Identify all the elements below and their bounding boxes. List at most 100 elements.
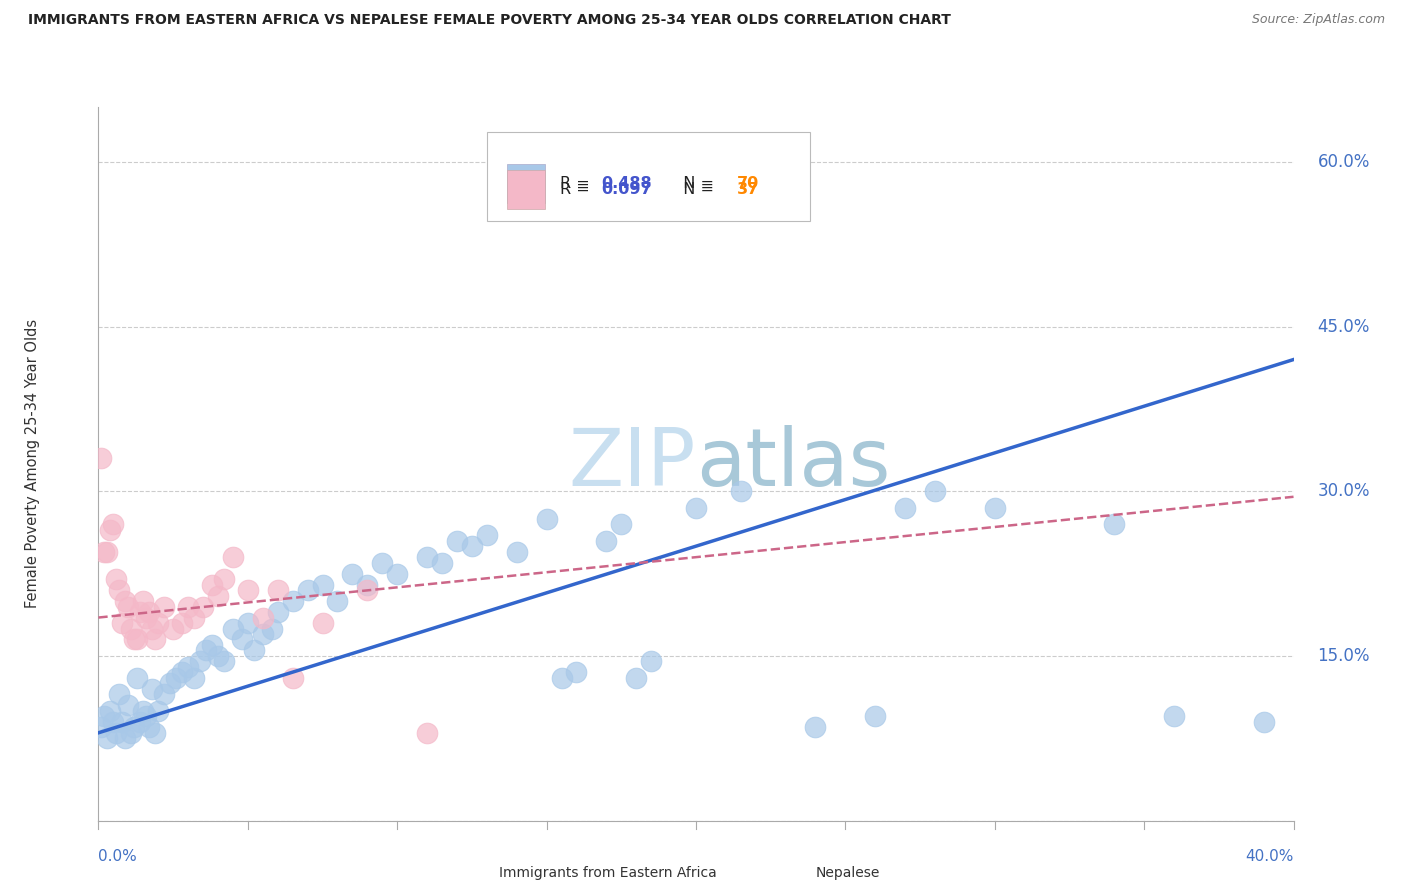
FancyBboxPatch shape <box>508 169 546 209</box>
Point <box>610 517 633 532</box>
Point <box>506 544 529 558</box>
Point <box>138 720 160 734</box>
Point <box>127 671 149 685</box>
Text: 0.097: 0.097 <box>602 182 652 197</box>
Point <box>105 726 128 740</box>
Point <box>159 676 181 690</box>
Point <box>267 605 290 619</box>
Point <box>595 533 617 548</box>
Point <box>98 704 122 718</box>
Text: 0.488: 0.488 <box>602 177 652 191</box>
Point <box>252 610 274 624</box>
Point <box>108 583 131 598</box>
Text: atlas: atlas <box>696 425 890 503</box>
Point <box>430 556 453 570</box>
Point <box>132 704 155 718</box>
FancyBboxPatch shape <box>773 860 807 885</box>
Point <box>117 599 139 614</box>
Text: Nepalese: Nepalese <box>815 866 880 880</box>
Point <box>124 720 146 734</box>
Point <box>138 605 160 619</box>
Point <box>129 714 152 729</box>
Point <box>356 577 378 591</box>
Point <box>416 726 439 740</box>
Text: R =: R = <box>560 182 595 197</box>
Text: N =: N = <box>673 177 720 191</box>
Point <box>356 583 378 598</box>
Point <box>148 615 170 630</box>
Point <box>177 599 200 614</box>
Point <box>865 709 887 723</box>
Point <box>371 556 394 570</box>
Point <box>311 577 333 591</box>
Point <box>201 638 224 652</box>
Point <box>93 544 115 558</box>
Point <box>326 594 349 608</box>
Point <box>212 572 235 586</box>
Point <box>624 671 647 685</box>
Text: 60.0%: 60.0% <box>1317 153 1369 171</box>
Point <box>804 720 827 734</box>
Text: 40.0%: 40.0% <box>1246 849 1294 864</box>
Point <box>297 583 319 598</box>
Text: 37: 37 <box>737 182 759 197</box>
Text: 30.0%: 30.0% <box>1317 483 1369 500</box>
Point <box>120 726 142 740</box>
Point <box>983 500 1005 515</box>
Point <box>236 583 259 598</box>
Point <box>96 544 118 558</box>
Point <box>236 615 259 630</box>
Text: Source: ZipAtlas.com: Source: ZipAtlas.com <box>1251 13 1385 27</box>
Point <box>103 714 125 729</box>
Point <box>281 671 304 685</box>
Text: 15.0%: 15.0% <box>1317 647 1369 665</box>
Point <box>207 648 229 663</box>
Point <box>1253 714 1275 729</box>
Point <box>129 605 152 619</box>
Point <box>153 687 176 701</box>
Point <box>103 517 125 532</box>
Point <box>141 622 163 636</box>
Point <box>183 610 205 624</box>
FancyBboxPatch shape <box>486 132 810 221</box>
Text: 45.0%: 45.0% <box>1317 318 1369 335</box>
Point <box>93 709 115 723</box>
Point <box>1104 517 1126 532</box>
Point <box>183 671 205 685</box>
Text: Female Poverty Among 25-34 Year Olds: Female Poverty Among 25-34 Year Olds <box>25 319 41 608</box>
Text: R =: R = <box>560 177 595 191</box>
Text: Immigrants from Eastern Africa: Immigrants from Eastern Africa <box>499 866 717 880</box>
Point <box>416 550 439 565</box>
Point <box>222 622 245 636</box>
Point <box>281 594 304 608</box>
Point <box>114 594 136 608</box>
Point <box>143 726 166 740</box>
Point <box>385 566 409 581</box>
Point <box>162 622 184 636</box>
Point <box>191 599 214 614</box>
Point <box>141 681 163 696</box>
Point <box>135 610 157 624</box>
FancyBboxPatch shape <box>457 860 491 885</box>
Point <box>153 599 176 614</box>
FancyBboxPatch shape <box>508 164 546 203</box>
Point <box>550 671 572 685</box>
Point <box>730 484 752 499</box>
Text: N =: N = <box>673 182 720 197</box>
Text: 70: 70 <box>737 177 759 191</box>
Point <box>105 572 128 586</box>
Text: ZIP: ZIP <box>568 425 696 503</box>
Point <box>148 704 170 718</box>
Text: 0.0%: 0.0% <box>98 849 138 864</box>
Point <box>212 655 235 669</box>
Point <box>461 539 484 553</box>
Point <box>135 709 157 723</box>
Point <box>90 451 112 466</box>
Point <box>96 731 118 746</box>
Point <box>1163 709 1185 723</box>
Point <box>222 550 245 565</box>
Point <box>207 589 229 603</box>
Point <box>640 655 662 669</box>
Point <box>172 665 194 680</box>
Point <box>894 500 917 515</box>
